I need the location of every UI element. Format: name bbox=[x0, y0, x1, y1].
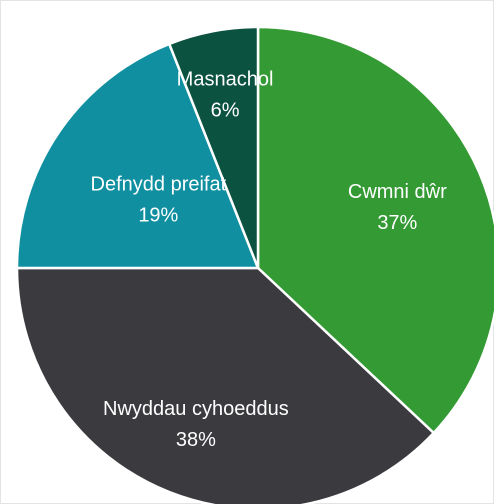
slice-value-label: 38% bbox=[176, 429, 216, 451]
slice-label: Defnydd preifat bbox=[91, 174, 227, 196]
slice-label: Masnachol bbox=[177, 68, 274, 90]
pie-slice bbox=[15, 266, 436, 504]
pie-slice bbox=[256, 25, 494, 435]
pie-slice bbox=[167, 25, 260, 269]
slice-label: Cwmni dŵr bbox=[348, 181, 447, 203]
pie-slice bbox=[15, 42, 260, 270]
slice-value-label: 37% bbox=[377, 212, 417, 234]
slice-value-label: 6% bbox=[211, 99, 240, 121]
slice-value-label: 19% bbox=[138, 205, 178, 227]
slice-label: Nwyddau cyhoeddus bbox=[103, 398, 289, 420]
